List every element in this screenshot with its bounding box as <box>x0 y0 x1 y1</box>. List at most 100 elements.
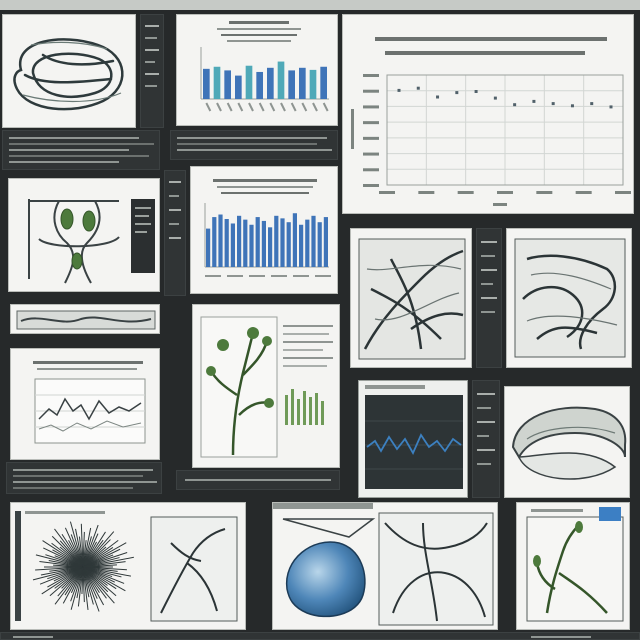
x-tick-label <box>301 102 308 112</box>
top-edge <box>0 0 640 10</box>
x-tick-label <box>237 102 244 112</box>
tile-plant-window <box>516 502 630 630</box>
x-tick-label <box>280 102 286 112</box>
data-point <box>397 88 401 92</box>
bar <box>268 227 273 267</box>
tile-blue-blob <box>272 502 498 630</box>
x-tick-label <box>249 275 265 277</box>
tile-signal-screen <box>358 380 468 498</box>
caption-block-1 <box>2 130 160 170</box>
bar <box>212 217 217 267</box>
data-point <box>551 102 555 106</box>
bar <box>309 69 317 99</box>
y-tick-label <box>363 74 379 77</box>
y-tick-label <box>363 121 379 125</box>
bar <box>299 67 306 99</box>
y-tick-label <box>363 152 379 156</box>
y-tick-label <box>363 136 379 140</box>
bar <box>224 70 231 99</box>
y-axis-label <box>351 109 354 149</box>
y-tick-label <box>363 168 379 172</box>
bar <box>249 224 254 267</box>
bar <box>305 219 310 267</box>
tile-line-panel <box>10 348 160 460</box>
bar <box>224 219 229 267</box>
bar <box>320 66 327 99</box>
bar <box>317 222 322 267</box>
bar-chart-blue <box>204 203 331 277</box>
x-tick-label <box>216 102 222 112</box>
y-tick-label <box>363 89 379 93</box>
tile-small-bar-chart <box>176 14 338 126</box>
bar <box>286 222 291 267</box>
bar <box>292 213 297 267</box>
bar <box>267 67 274 99</box>
data-point <box>474 90 478 93</box>
x-tick-label <box>248 102 254 112</box>
data-point <box>455 91 459 95</box>
sidebar-column-2 <box>164 170 186 296</box>
x-tick-label <box>258 102 265 112</box>
bar <box>213 66 221 99</box>
bar <box>218 214 223 267</box>
x-tick-label <box>575 191 592 194</box>
x-tick-label <box>615 191 631 194</box>
tile-flower-sketch <box>192 304 340 468</box>
bar <box>230 223 235 267</box>
x-tick-label <box>536 191 553 194</box>
data-point <box>416 86 420 90</box>
sidebar-column-1 <box>140 14 164 128</box>
x-tick-label <box>457 191 474 194</box>
caption-block-3 <box>6 462 162 494</box>
tile-branching-sketch-a <box>350 228 472 368</box>
bar <box>243 219 248 267</box>
chart-title <box>229 21 289 24</box>
chart-title-line-1 <box>375 37 607 41</box>
caption-block-4 <box>176 470 340 490</box>
data-point <box>436 95 440 99</box>
x-tick-label <box>205 102 212 112</box>
bar <box>274 215 279 267</box>
data-point <box>493 96 497 100</box>
chart-title-line-2 <box>385 51 585 55</box>
tile-branching-sketch-b <box>506 228 632 368</box>
bar <box>255 217 260 267</box>
tile-radial-diagram <box>10 502 246 630</box>
x-tick-label <box>497 191 513 194</box>
bar <box>280 218 285 267</box>
x-tick-label <box>271 275 287 277</box>
x-axis-label <box>493 203 507 206</box>
bar <box>203 68 210 99</box>
bar <box>277 61 285 99</box>
sidebar-column-4 <box>472 380 500 498</box>
x-tick-label <box>205 275 221 277</box>
sidebar-column-3 <box>476 228 502 368</box>
x-tick-label <box>290 102 297 112</box>
x-tick-label <box>226 102 233 112</box>
bar <box>261 220 266 267</box>
bar <box>299 224 304 267</box>
bar <box>206 228 211 267</box>
chart-title <box>213 179 317 182</box>
bar <box>288 70 295 99</box>
x-tick-label <box>312 102 318 112</box>
tile-shell-sketch <box>504 386 630 498</box>
bar <box>245 65 253 99</box>
tile-banner-strip <box>10 304 160 334</box>
bar <box>311 215 316 267</box>
tile-loop-sketch <box>2 14 136 128</box>
x-tick-label <box>322 102 329 112</box>
data-point <box>532 99 536 103</box>
x-tick-label <box>227 275 243 277</box>
x-tick-label <box>379 191 395 194</box>
bar <box>256 71 263 99</box>
bar <box>237 215 242 267</box>
caption-block-2 <box>170 130 338 160</box>
x-tick-label <box>293 275 309 277</box>
bar <box>323 217 328 267</box>
x-tick-label <box>418 191 435 194</box>
bar <box>235 75 242 99</box>
data-point <box>609 105 613 109</box>
tile-blue-bar-chart <box>190 166 338 294</box>
tile-plant-diagram <box>8 178 160 292</box>
